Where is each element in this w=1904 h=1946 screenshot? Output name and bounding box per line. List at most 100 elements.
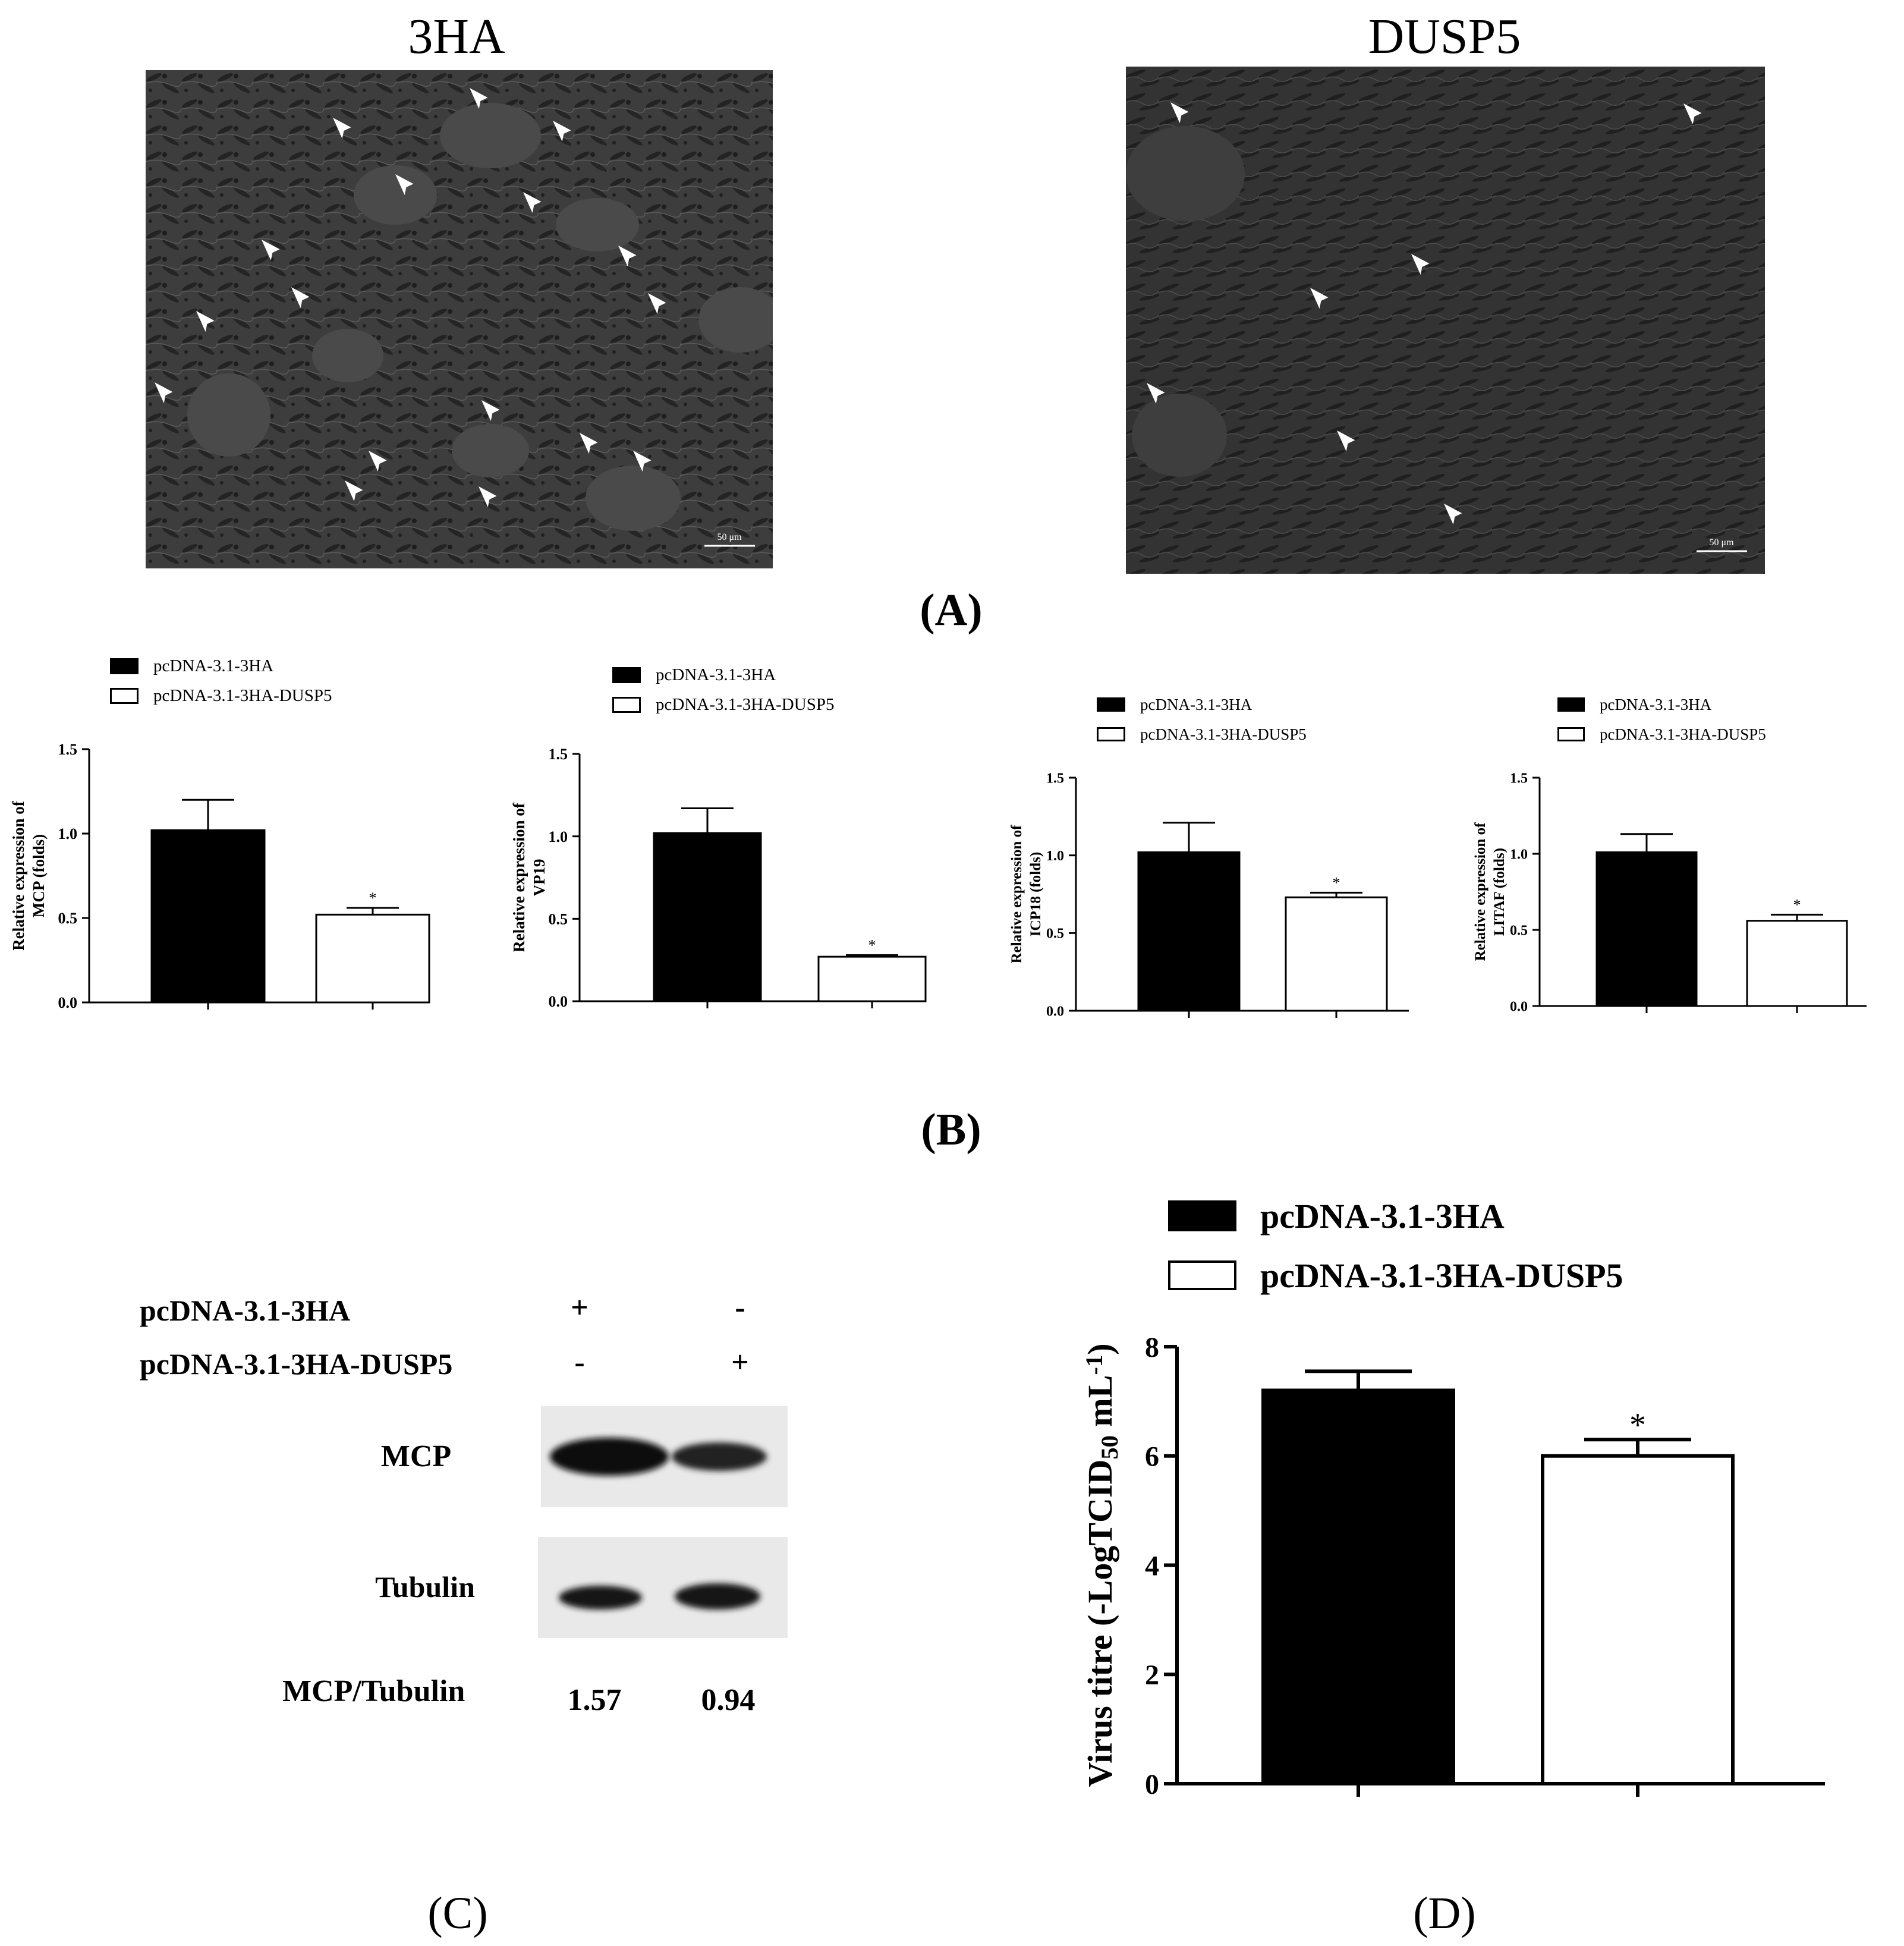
bar: [1746, 920, 1848, 1007]
legend-swatch: [1557, 697, 1585, 712]
bar: [1595, 851, 1698, 1007]
band-label-tubulin: Tubulin: [375, 1570, 475, 1604]
y-axis-label: Relative expression of: [1009, 825, 1025, 964]
chart-virus-titre: 0 2 4 6 8 Virus titre (-LogTCID50 mL-1) *: [1081, 1332, 1825, 1800]
scale-bar-label: 50 μm: [1709, 537, 1734, 548]
legend-swatch: [612, 696, 641, 713]
condition-sign: +: [571, 1291, 588, 1325]
bar: [1285, 896, 1388, 1012]
y-tick-label: 0.5: [1046, 926, 1064, 942]
y-tick-label: 0: [1145, 1769, 1159, 1800]
y-tick-label: 0.0: [1046, 1004, 1064, 1019]
scale-bar-label: 50 μm: [717, 532, 742, 542]
ratio-value: 1.57: [567, 1683, 622, 1717]
legend-swatch: [612, 667, 641, 683]
legend-d: pcDNA-3.1-3HA pcDNA-3.1-3HA-DUSP5: [1168, 1186, 1623, 1305]
y-tick-label: 1.5: [549, 746, 568, 763]
micrograph-dusp5: 50 μm: [1126, 67, 1765, 574]
legend-label: pcDNA-3.1-3HA: [153, 656, 274, 675]
bar: [1541, 1454, 1735, 1785]
y-tick-label: 6: [1145, 1441, 1159, 1473]
y-axis-label: Relative expression of: [1472, 822, 1488, 961]
significance-star: *: [369, 889, 377, 907]
legend-item: pcDNA-3.1-3HA-DUSP5: [1168, 1246, 1623, 1305]
western-blot-mcp: [541, 1406, 788, 1507]
chart-vp19: 0.0 0.5 1.0 1.5 Relative expression of VP19 *: [510, 746, 927, 1010]
legend-label: pcDNA-3.1-3HA-DUSP5: [153, 686, 332, 705]
legend-label: pcDNA-3.1-3HA: [1260, 1196, 1505, 1235]
legend-item: pcDNA-3.1-3HA-DUSP5: [1557, 719, 1766, 749]
legend-b1: pcDNA-3.1-3HA pcDNA-3.1-3HA-DUSP5: [110, 651, 332, 711]
bar: [653, 832, 762, 1002]
band-label-mcp: MCP: [380, 1439, 452, 1473]
legend-label: pcDNA-3.1-3HA-DUSP5: [1260, 1256, 1623, 1295]
legend-swatch: [1168, 1260, 1236, 1290]
western-blot-tubulin: [538, 1537, 788, 1638]
y-tick-label: 1.5: [1046, 771, 1064, 786]
micrograph-3ha: 50 μm: [146, 70, 773, 568]
bar: [315, 913, 430, 1004]
legend-item: pcDNA-3.1-3HA-DUSP5: [110, 681, 332, 711]
legend-item: pcDNA-3.1-3HA: [1168, 1186, 1623, 1246]
bar: [150, 829, 266, 1004]
legend-label: pcDNA-3.1-3HA: [656, 665, 776, 684]
micrograph-title-3ha: 3HA: [408, 9, 505, 64]
y-axis-label: Relative expression of: [10, 800, 27, 950]
legend-b2: pcDNA-3.1-3HA pcDNA-3.1-3HA-DUSP5: [612, 660, 834, 719]
y-tick-label: 8: [1145, 1332, 1159, 1363]
bar: [817, 955, 927, 1002]
panel-label-c: (C): [427, 1888, 488, 1938]
y-tick-label: 1.5: [1510, 771, 1528, 786]
y-axis-label: LITAF (folds): [1491, 848, 1508, 936]
y-tick-label: 0.5: [549, 910, 568, 928]
legend-swatch: [1097, 727, 1125, 741]
y-tick-label: 1.5: [58, 741, 78, 758]
condition-sign: -: [574, 1345, 585, 1379]
ratio-value: 0.94: [701, 1683, 756, 1717]
bar: [1137, 851, 1241, 1012]
legend-label: pcDNA-3.1-3HA: [1600, 695, 1712, 713]
legend-swatch: [110, 658, 139, 674]
legend-item: pcDNA-3.1-3HA: [612, 660, 834, 690]
panel-label-b: (B): [921, 1105, 981, 1155]
chart-mcp: 0.0 0.5 1.0 1.5 Relative expression of MCP (f…: [10, 741, 430, 1011]
y-tick-label: 0.5: [58, 910, 78, 927]
significance-star: *: [1793, 896, 1801, 913]
y-tick-label: 0.5: [1510, 923, 1528, 938]
legend-label: pcDNA-3.1-3HA: [1140, 695, 1252, 713]
legend-swatch: [1557, 727, 1585, 741]
legend-item: pcDNA-3.1-3HA-DUSP5: [612, 690, 834, 719]
significance-star: *: [868, 936, 876, 954]
condition-sign: +: [731, 1345, 749, 1379]
y-tick-label: 1.0: [58, 825, 78, 842]
condition-label: pcDNA-3.1-3HA-DUSP5: [140, 1347, 453, 1381]
bar: [1261, 1388, 1455, 1785]
legend-swatch: [1097, 697, 1125, 712]
significance-star: *: [1333, 874, 1340, 891]
condition-label: pcDNA-3.1-3HA: [140, 1294, 351, 1327]
chart-icp18: 0.0 0.5 1.0 1.5 Relative expression of ICP18 …: [1009, 771, 1409, 1019]
condition-sign: -: [735, 1291, 745, 1325]
y-tick-label: 0.0: [1510, 999, 1528, 1014]
y-tick-label: 4: [1145, 1550, 1159, 1582]
legend-b4: pcDNA-3.1-3HA pcDNA-3.1-3HA-DUSP5: [1557, 690, 1766, 749]
y-tick-label: 0.0: [58, 994, 78, 1011]
y-axis-label: Virus titre (-LogTCID50 mL-1): [1081, 1343, 1123, 1787]
y-axis-label: Relative expression of: [510, 802, 528, 952]
y-axis-label: MCP (folds): [30, 834, 48, 917]
legend-item: pcDNA-3.1-3HA-DUSP5: [1097, 719, 1307, 749]
chart-litaf: 0.0 0.5 1.0 1.5 Relative expression of LITAF …: [1472, 771, 1867, 1014]
y-tick-label: 1.0: [1510, 847, 1528, 862]
y-axis-label: ICP18 (folds): [1028, 852, 1044, 936]
panel-label-d: (D): [1413, 1888, 1476, 1938]
legend-swatch: [1168, 1200, 1236, 1231]
y-tick-label: 1.0: [1046, 848, 1064, 864]
y-tick-label: 1.0: [549, 828, 568, 845]
legend-label: pcDNA-3.1-3HA-DUSP5: [656, 694, 835, 714]
y-tick-label: 2: [1145, 1659, 1159, 1691]
micrograph-title-dusp5: DUSP5: [1368, 9, 1521, 64]
y-tick-label: 0.0: [549, 993, 568, 1010]
legend-label: pcDNA-3.1-3HA-DUSP5: [1140, 725, 1307, 743]
ratio-label: MCP/Tubulin: [282, 1674, 465, 1708]
panel-label-a: (A): [920, 585, 983, 635]
